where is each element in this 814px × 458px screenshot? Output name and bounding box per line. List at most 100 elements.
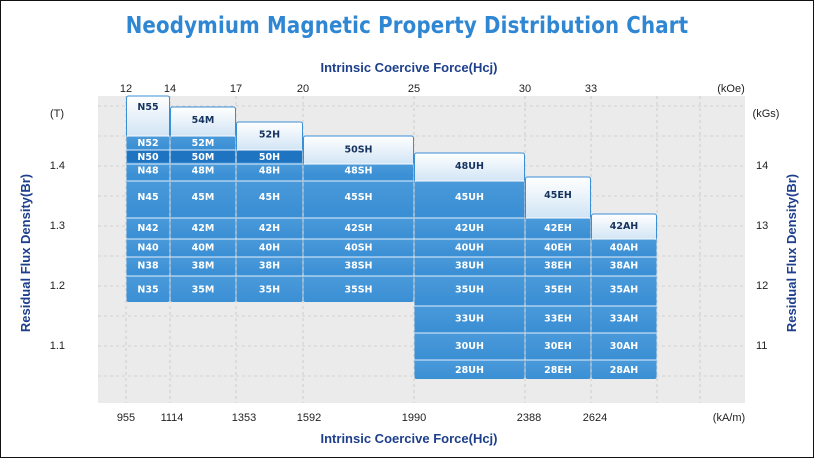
grade-cell-28uh [415,360,524,379]
grade-label-48sh: 48SH [344,166,372,177]
right-tick-11: 11 [756,340,767,352]
grade-label-38m: 38M [192,261,215,272]
grade-cell-35h [237,276,302,302]
grade-cell-n35 [127,276,169,302]
top-tick-14: 14 [164,83,176,95]
left-tick-1.4: 1.4 [50,160,65,172]
grade-label-35uh: 35UH [455,285,484,296]
grade-cell-42m [171,218,235,237]
top-axis-ticks: 12 14 17 20 25 30 33 [120,83,597,95]
bottom-tick-2388: 2388 [517,412,541,424]
right-tick-13: 13 [756,220,768,232]
top-tick-33: 33 [585,83,597,95]
grade-label-n42: N42 [137,223,158,234]
grade-label-48m: 48M [192,166,215,177]
grade-cell-48sh [304,164,413,176]
grade-cell-28ah [592,360,656,379]
grade-cell-42h [237,218,302,237]
grade-label-40eh: 40EH [544,243,572,254]
grade-label-33ah: 33AH [610,314,639,325]
grade-cell-48h [237,164,302,176]
grade-label-42uh: 42UH [455,223,484,234]
grade-label-38ah: 38AH [610,261,639,272]
grade-label-45h: 45H [259,192,280,203]
grade-label-n48: N48 [137,166,159,177]
grade-label-45sh: 45SH [344,192,372,203]
grade-cell-40uh [415,239,524,255]
grade-cell-38uh [415,257,524,273]
grade-label-42ah: 42AH [610,221,639,232]
grade-cell-n42 [127,218,169,237]
bottom-axis-unit: (kA/m) [713,412,745,424]
top-axis-title: Intrinsic Coercive Force(Hcj) [321,60,498,75]
grade-cell-33uh [415,306,524,330]
grade-cell-30eh [526,333,590,358]
grade-cell-50m [171,150,235,163]
grade-label-35ah: 35AH [610,285,639,296]
grade-cell-38ah [592,257,656,273]
grade-cell-40h [237,239,302,255]
grade-label-n40: N40 [137,243,159,254]
left-axis-title: Residual Flux Density(Br) [18,174,33,332]
grade-label-28ah: 28AH [610,365,639,376]
grade-cell-28eh [526,360,590,379]
grade-cell-n45 [127,181,169,212]
grade-label-35sh: 35SH [344,285,372,296]
grade-label-n52: N52 [137,138,158,149]
grade-cell-45h [237,181,302,212]
grade-label-38h: 38H [259,261,280,272]
grade-cell-45m [171,181,235,212]
grade-cell-n48 [127,164,169,176]
grade-cell-50h [237,150,302,163]
grade-label-48uh: 48UH [455,161,484,172]
chart-title: Neodymium Magnetic Property Distribution… [125,13,689,39]
grade-label-45eh: 45EH [544,190,572,201]
grade-label-40uh: 40UH [455,243,484,254]
left-tick-1.3: 1.3 [50,220,65,232]
grade-label-42h: 42H [259,223,280,234]
grade-label-50m: 50M [192,152,215,163]
right-axis-title: Residual Flux Density(Br) [784,174,799,332]
grade-label-28uh: 28UH [455,365,484,376]
grade-label-50h: 50H [259,152,280,163]
grade-cell-30ah [592,333,656,358]
right-axis-unit: (kGs) [753,108,780,120]
grade-label-n55: N55 [137,102,158,113]
grade-label-35eh: 35EH [544,285,572,296]
right-tick-14: 14 [756,160,768,172]
grade-cell-n40 [127,239,169,255]
bottom-axis-title: Intrinsic Coercive Force(Hcj) [321,431,498,446]
left-tick-1.2: 1.2 [50,280,65,292]
left-axis-unit: (T) [50,108,64,120]
grade-cell-35sh [304,276,413,302]
grade-label-45uh: 45UH [455,192,484,203]
grade-label-38eh: 38EH [544,261,572,272]
top-tick-12: 12 [120,83,132,95]
top-tick-25: 25 [408,83,420,95]
grade-label-38uh: 38UH [455,261,484,272]
grade-label-38sh: 38SH [344,261,372,272]
grade-cell-n50 [127,150,169,163]
grade-cell-38m [171,257,235,273]
grade-cell-52m [171,136,235,149]
grade-label-40sh: 40SH [344,243,372,254]
grade-cell-40m [171,239,235,255]
grade-label-54m: 54M [192,115,215,126]
grade-cell-33ah [592,306,656,330]
grade-label-30ah: 30AH [610,341,639,352]
grade-cell-n38 [127,257,169,273]
grade-label-33uh: 33UH [455,314,484,325]
grade-label-n35: N35 [137,285,158,296]
grade-cell-35uh [415,276,524,302]
grade-cell-42eh [526,218,590,237]
grade-label-45m: 45M [192,192,215,203]
grade-label-n38: N38 [137,261,159,272]
grade-label-33eh: 33EH [544,314,572,325]
grade-label-30eh: 30EH [544,341,572,352]
bottom-tick-1592: 1592 [297,412,321,424]
top-tick-17: 17 [230,83,242,95]
bottom-tick-1353: 1353 [232,412,256,424]
bottom-tick-1990: 1990 [402,412,426,424]
grade-label-n45: N45 [137,192,158,203]
